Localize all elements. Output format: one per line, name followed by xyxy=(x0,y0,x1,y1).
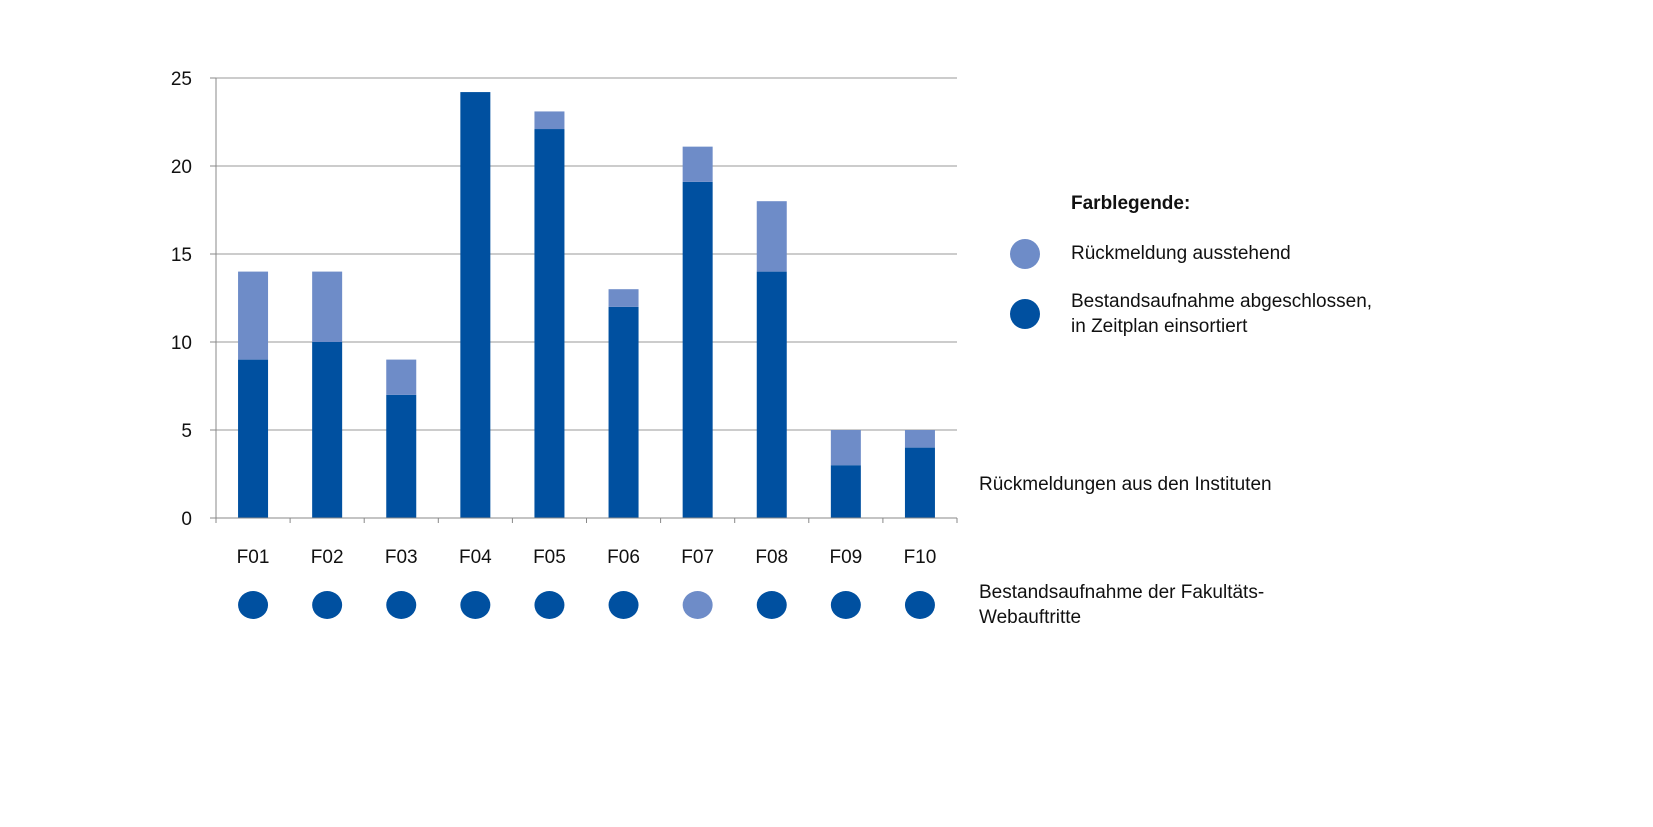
legend-label-pending: Rückmeldung ausstehend xyxy=(1071,243,1291,264)
bar-f09-done xyxy=(830,465,861,518)
legend-item-pending: Rückmeldung ausstehend xyxy=(1010,239,1451,269)
bar-f02-pending xyxy=(312,271,343,342)
bar-f02-done xyxy=(312,342,343,518)
status-dot-f03 xyxy=(386,591,417,619)
bar-f01-pending xyxy=(238,271,269,360)
status-dot-f05 xyxy=(534,591,565,619)
bar-f08-pending xyxy=(756,201,787,272)
legend-item-done: Bestandsaufnahme abgeschlossen, in Zeitp… xyxy=(1010,291,1451,339)
x-tick-labels: F01 F02 F03 F04 F05 F06 F07 F08 F09 F10 xyxy=(237,547,937,568)
legend-label-done-line2: in Zeitplan einsortiert xyxy=(1071,316,1248,337)
legend-dot-done xyxy=(1010,299,1040,329)
bars xyxy=(238,92,935,519)
status-dot-f02 xyxy=(312,591,343,619)
y-tick-labels: 0 5 10 15 20 25 xyxy=(171,69,192,530)
bar-f10-pending xyxy=(904,430,935,448)
y-tick-label: 20 xyxy=(171,157,192,178)
status-dot-f04 xyxy=(460,591,491,619)
x-tick-label: F04 xyxy=(459,547,492,568)
status-dot-f07 xyxy=(682,591,713,619)
row-label-institutes: Rückmeldungen aus den Instituten xyxy=(979,474,1272,495)
bar-f09-pending xyxy=(830,430,861,466)
row-label-faculty-status: Bestandsaufnahme der Fakultäts-Webauftri… xyxy=(979,582,1265,628)
axes xyxy=(210,77,958,523)
bar-f03-done xyxy=(386,394,417,518)
bar-f01-done xyxy=(238,359,269,518)
y-tick-label: 15 xyxy=(171,245,192,266)
status-dot-f09 xyxy=(830,591,861,619)
legend-dot-pending xyxy=(1010,239,1040,269)
legend-label-done-line1: Bestandsaufnahme abgeschlossen, xyxy=(1071,291,1373,312)
legend-title: Farblegende: xyxy=(1071,193,1191,214)
x-tick-label: F01 xyxy=(237,547,270,568)
x-tick-label: F06 xyxy=(607,547,640,568)
status-dot-f06 xyxy=(608,591,639,619)
bar-f08-done xyxy=(756,271,787,518)
bar-f10-done xyxy=(904,447,935,518)
bar-f07-pending xyxy=(682,146,713,182)
bar-f06-done xyxy=(608,306,639,518)
x-tick-label: F02 xyxy=(311,547,344,568)
x-tick-label: F09 xyxy=(829,547,862,568)
x-tick-label: F05 xyxy=(533,547,566,568)
y-tick-label: 25 xyxy=(171,69,192,90)
x-tick-label: F07 xyxy=(681,547,714,568)
bar-f03-pending xyxy=(386,359,417,395)
bar-f05-pending xyxy=(534,111,565,130)
x-tick-label: F03 xyxy=(385,547,418,568)
y-tick-label: 10 xyxy=(171,333,192,354)
legend-label-done: Bestandsaufnahme abgeschlossen, in Zeitp… xyxy=(1071,289,1451,339)
status-dot-f01 xyxy=(238,591,269,619)
bar-f04-done xyxy=(460,92,491,518)
status-dot-f08 xyxy=(756,591,787,619)
faculty-status-dots xyxy=(238,591,935,619)
bar-f07-done xyxy=(682,181,713,518)
status-dot-f10 xyxy=(904,591,935,619)
y-tick-label: 0 xyxy=(181,509,192,530)
x-tick-label: F08 xyxy=(755,547,788,568)
y-tick-label: 5 xyxy=(181,421,192,442)
bar-f06-pending xyxy=(608,289,639,307)
bar-f05-done xyxy=(534,129,565,519)
x-tick-label: F10 xyxy=(904,547,937,568)
